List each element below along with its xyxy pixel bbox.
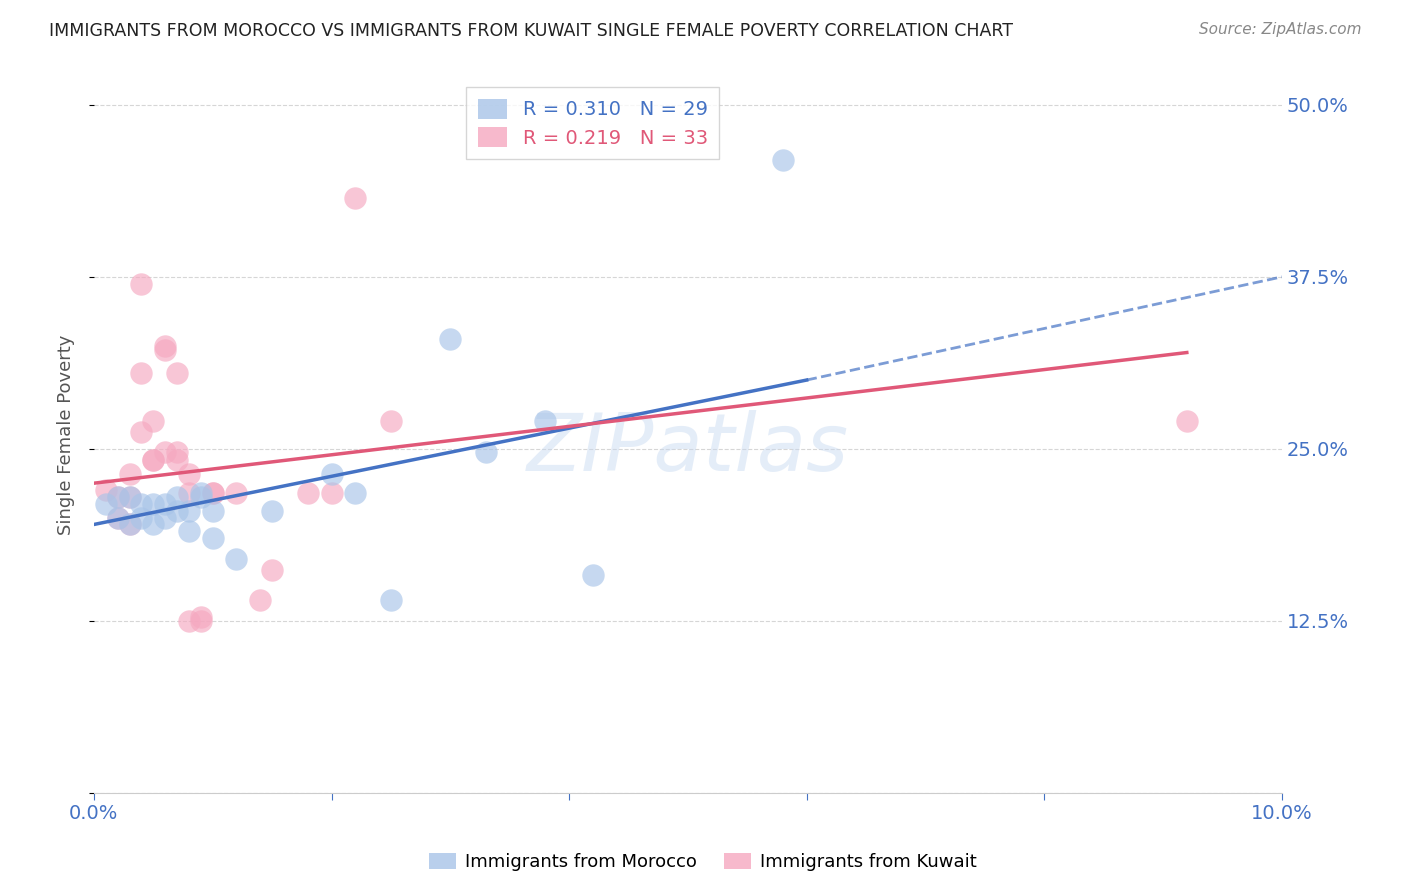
Point	[107, 490, 129, 504]
Point	[166, 366, 188, 380]
Point	[153, 510, 176, 524]
Legend: Immigrants from Morocco, Immigrants from Kuwait: Immigrants from Morocco, Immigrants from…	[422, 846, 984, 879]
Point	[107, 510, 129, 524]
Point	[166, 504, 188, 518]
Point	[142, 414, 165, 428]
Y-axis label: Single Female Poverty: Single Female Poverty	[58, 334, 75, 535]
Text: Source: ZipAtlas.com: Source: ZipAtlas.com	[1198, 22, 1361, 37]
Point	[380, 593, 402, 607]
Point	[201, 531, 224, 545]
Point	[131, 425, 153, 440]
Point	[344, 192, 367, 206]
Point	[142, 452, 165, 467]
Point	[262, 504, 284, 518]
Point	[177, 614, 200, 628]
Point	[166, 444, 188, 458]
Point	[177, 524, 200, 539]
Point	[153, 339, 176, 353]
Point	[190, 485, 212, 500]
Point	[177, 467, 200, 481]
Point	[201, 504, 224, 518]
Point	[118, 490, 141, 504]
Point	[380, 414, 402, 428]
Point	[439, 332, 461, 346]
Point	[142, 497, 165, 511]
Point	[190, 614, 212, 628]
Point	[142, 452, 165, 467]
Point	[321, 485, 343, 500]
Point	[142, 517, 165, 532]
Point	[131, 277, 153, 291]
Point	[166, 490, 188, 504]
Text: ZIPatlas: ZIPatlas	[527, 410, 849, 488]
Legend: R = 0.310   N = 29, R = 0.219   N = 33: R = 0.310 N = 29, R = 0.219 N = 33	[467, 87, 720, 160]
Point	[190, 490, 212, 504]
Point	[107, 510, 129, 524]
Point	[131, 510, 153, 524]
Point	[190, 609, 212, 624]
Point	[153, 497, 176, 511]
Point	[166, 452, 188, 467]
Point	[118, 467, 141, 481]
Point	[118, 490, 141, 504]
Point	[262, 563, 284, 577]
Point	[153, 444, 176, 458]
Point	[297, 485, 319, 500]
Point	[225, 485, 247, 500]
Point	[201, 485, 224, 500]
Text: IMMIGRANTS FROM MOROCCO VS IMMIGRANTS FROM KUWAIT SINGLE FEMALE POVERTY CORRELAT: IMMIGRANTS FROM MOROCCO VS IMMIGRANTS FR…	[49, 22, 1014, 40]
Point	[1175, 414, 1198, 428]
Point	[475, 444, 498, 458]
Point	[118, 517, 141, 532]
Point	[118, 517, 141, 532]
Point	[131, 497, 153, 511]
Point	[94, 483, 117, 497]
Point	[772, 153, 794, 167]
Point	[131, 366, 153, 380]
Point	[582, 568, 605, 582]
Point	[534, 414, 557, 428]
Point	[344, 485, 367, 500]
Point	[153, 343, 176, 357]
Point	[107, 490, 129, 504]
Point	[249, 593, 271, 607]
Point	[94, 497, 117, 511]
Point	[201, 485, 224, 500]
Point	[177, 504, 200, 518]
Point	[177, 485, 200, 500]
Point	[321, 467, 343, 481]
Point	[225, 552, 247, 566]
